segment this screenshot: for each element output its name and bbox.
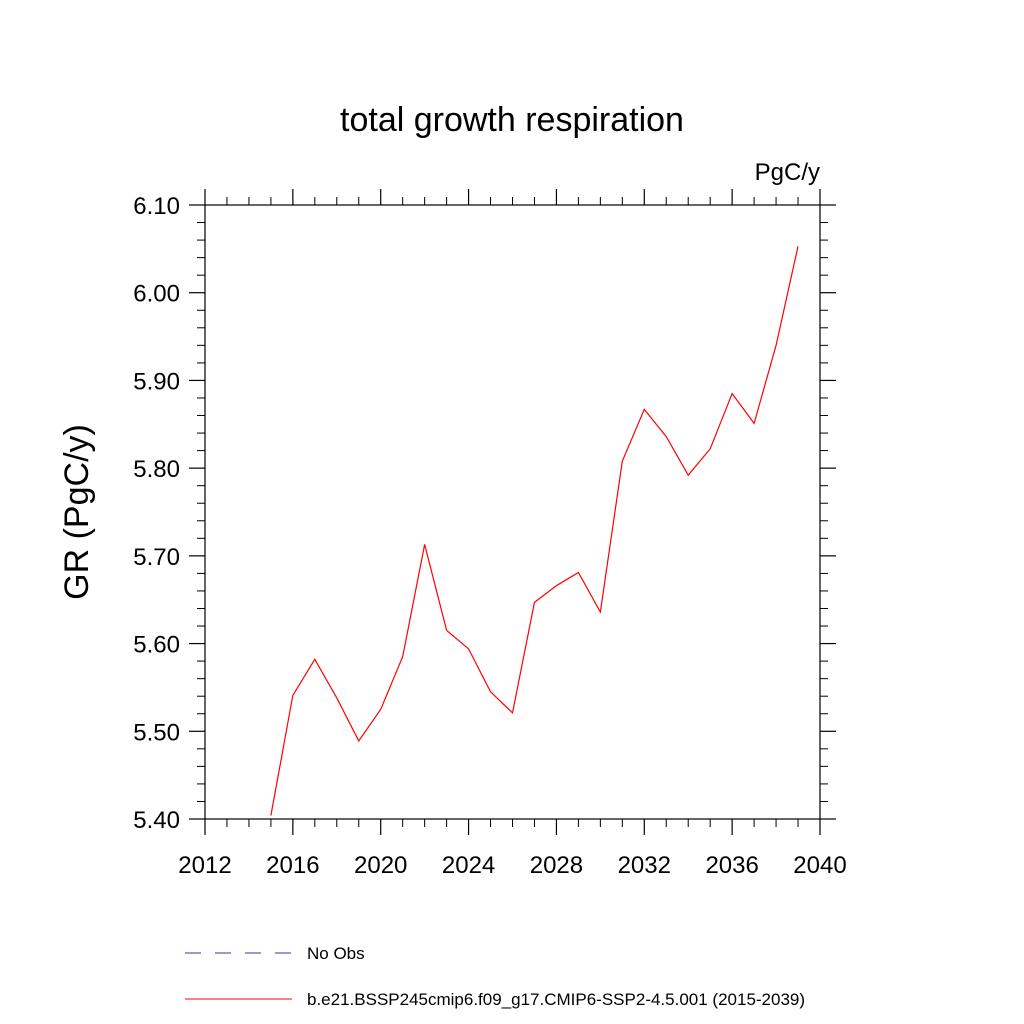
y-tick-label: 5.40 (133, 807, 180, 834)
x-tick-label: 2020 (354, 852, 407, 879)
axis-ticks: 2012 2016 2020 2024 2028 2032 2036 2040 5.40 5.50… (133, 189, 847, 879)
x-tick-label: 2036 (705, 852, 758, 879)
y-tick-label: 5.80 (133, 456, 180, 483)
x-tick-label: 2040 (793, 852, 846, 879)
x-tick-label: 2016 (266, 852, 319, 879)
y-tick-label: 5.50 (133, 719, 180, 746)
series-line-1 (270, 246, 799, 816)
y-tick-label: 5.70 (133, 544, 180, 571)
units-label: PgC/y (755, 159, 820, 186)
y-axis-label: GR (PgC/y) (58, 424, 96, 600)
y-tick-label: 5.60 (133, 632, 180, 659)
series-layer (270, 246, 799, 816)
y-tick-label: 6.10 (133, 193, 180, 220)
x-tick-label: 2024 (442, 852, 495, 879)
chart-title: total growth respiration (340, 101, 684, 139)
y-tick-label: 5.90 (133, 368, 180, 395)
legend: No Obs b.e21.BSSP245cmip6.f09_g17.CMIP6-… (185, 944, 805, 1009)
y-tick-label: 6.00 (133, 281, 180, 308)
plot-frame (204, 204, 821, 820)
legend-label-model: b.e21.BSSP245cmip6.f09_g17.CMIP6-SSP2-4.… (307, 990, 805, 1009)
x-tick-label: 2028 (530, 852, 583, 879)
legend-label-no-obs: No Obs (307, 944, 365, 963)
x-tick-label: 2032 (618, 852, 671, 879)
x-tick-label: 2012 (178, 852, 231, 879)
